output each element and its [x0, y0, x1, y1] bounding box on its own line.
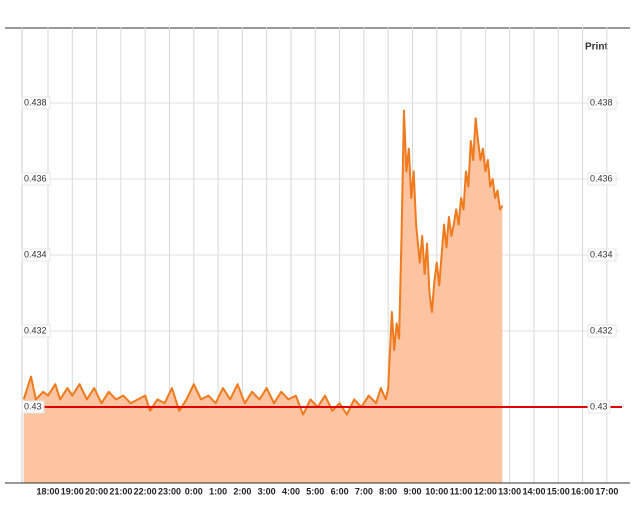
x-tick-label: 4:00	[282, 486, 300, 496]
x-tick-label: 5:00	[306, 486, 324, 496]
x-tick-label: 12:00	[474, 486, 497, 496]
y-tick-label: 0.434	[24, 249, 47, 259]
label-box	[587, 96, 617, 110]
label-box	[21, 324, 51, 338]
label-box	[21, 172, 51, 186]
x-tick-label: 6:00	[331, 486, 349, 496]
x-tick-label: 17:00	[595, 486, 618, 496]
x-tick-label: 13:00	[498, 486, 521, 496]
marks	[22, 109, 622, 483]
x-tick-label: 0:00	[185, 486, 203, 496]
y2-tick-label: 0.434	[590, 249, 613, 259]
y-tick-label: 0.438	[24, 97, 47, 107]
x-tick-label: 22:00	[134, 486, 157, 496]
x-tick-label: 8:00	[379, 486, 397, 496]
x-tick-label: 9:00	[403, 486, 421, 496]
price-line	[22, 109, 504, 416]
y-tick-label: 0.436	[24, 173, 47, 183]
right-axis-title: Print	[585, 42, 608, 53]
x-tick-label: 16:00	[571, 486, 594, 496]
label-box	[587, 248, 617, 262]
x-tick-label: 7:00	[355, 486, 373, 496]
label-box	[21, 400, 45, 414]
label-box	[21, 248, 51, 262]
x-tick-label: 14:00	[522, 486, 545, 496]
y-tick-label: 0.432	[24, 325, 47, 335]
x-tick-label: 10:00	[425, 486, 448, 496]
y2-tick-label: 0.438	[590, 97, 613, 107]
labels: 18:00 19:00 20:00 21:00 22:00 23:00 0:00 1:00 2:…	[5, 96, 630, 496]
x-tick-label: 20:00	[85, 486, 108, 496]
x-tick-label: 21:00	[109, 486, 132, 496]
x-tick-label: 23:00	[158, 486, 181, 496]
x-tick-label: 19:00	[61, 486, 84, 496]
label-box	[21, 96, 51, 110]
reference-label-right: 0.43	[590, 401, 608, 411]
x-tick-label: 1:00	[209, 486, 227, 496]
x-tick-label: 18:00	[36, 486, 59, 496]
y2-tick-label: 0.436	[590, 173, 613, 183]
area-fill	[23, 110, 503, 483]
label-box	[587, 172, 617, 186]
x-tick-label: 2:00	[233, 486, 251, 496]
reference-label: 0.43	[24, 401, 42, 411]
x-tick-label: 15:00	[547, 486, 570, 496]
x-tick-label: 11:00	[450, 486, 473, 496]
y2-tick-label: 0.432	[590, 325, 613, 335]
label-box	[587, 400, 611, 414]
x-tick-label: 3:00	[258, 486, 276, 496]
label-box	[587, 324, 617, 338]
